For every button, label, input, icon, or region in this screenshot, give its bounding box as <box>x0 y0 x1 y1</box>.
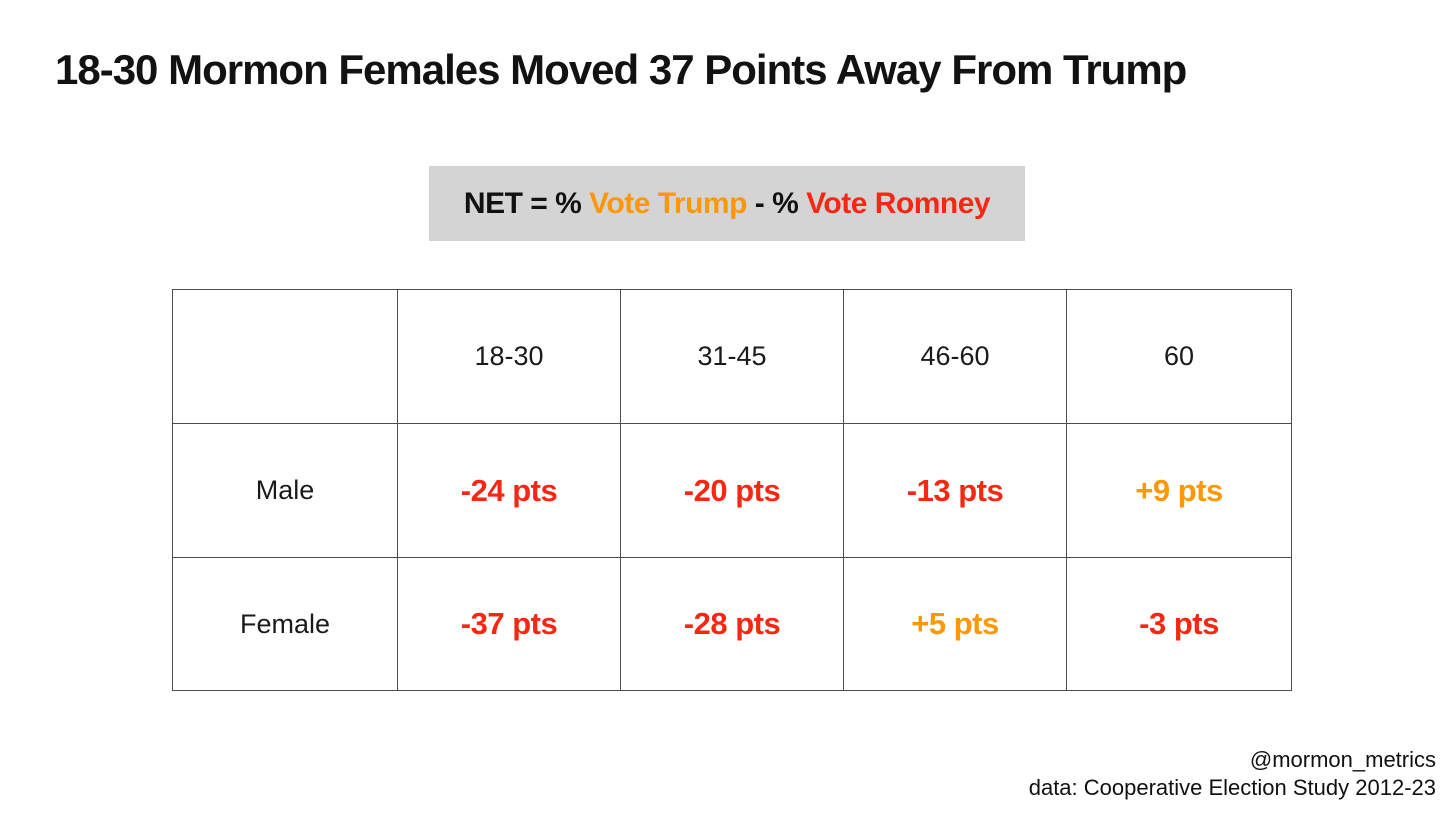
cell-female-60: -3 pts <box>1066 557 1292 691</box>
table-row-male: Male -24 pts -20 pts -13 pts +9 pts <box>172 423 1292 558</box>
row-label-male: Male <box>172 423 398 558</box>
header-cell-46-60: 46-60 <box>843 289 1067 424</box>
cell-female-18-30: -37 pts <box>397 557 621 691</box>
row-label-female: Female <box>172 557 398 691</box>
cell-male-31-45: -20 pts <box>620 423 844 558</box>
cell-female-46-60: +5 pts <box>843 557 1067 691</box>
cell-male-46-60: -13 pts <box>843 423 1067 558</box>
header-cell-60: 60 <box>1066 289 1292 424</box>
data-source: data: Cooperative Election Study 2012-23 <box>1028 775 1436 800</box>
cell-male-60: +9 pts <box>1066 423 1292 558</box>
cell-female-31-45: -28 pts <box>620 557 844 691</box>
chart-title: 18-30 Mormon Females Moved 37 Points Awa… <box>55 46 1187 93</box>
header-cell-18-30: 18-30 <box>397 289 621 424</box>
net-points-table: 18-30 31-45 46-60 60 Male -24 pts -20 pt… <box>172 289 1292 691</box>
header-cell-empty <box>172 289 398 424</box>
formula-part-minus: - % <box>746 186 807 220</box>
table-header-row: 18-30 31-45 46-60 60 <box>172 289 1292 424</box>
author-handle: @mormon_metrics <box>1249 747 1436 772</box>
formula-part-net: NET = % <box>463 186 590 220</box>
header-cell-31-45: 31-45 <box>620 289 844 424</box>
formula-part-vote-romney: Vote Romney <box>806 186 991 220</box>
formula-box: NET = % Vote Trump - % Vote Romney <box>429 166 1025 241</box>
cell-male-18-30: -24 pts <box>397 423 621 558</box>
table-row-female: Female -37 pts -28 pts +5 pts -3 pts <box>172 557 1292 691</box>
formula-part-vote-trump: Vote Trump <box>589 186 747 220</box>
attribution-footer: @mormon_metrics data: Cooperative Electi… <box>1029 746 1436 802</box>
